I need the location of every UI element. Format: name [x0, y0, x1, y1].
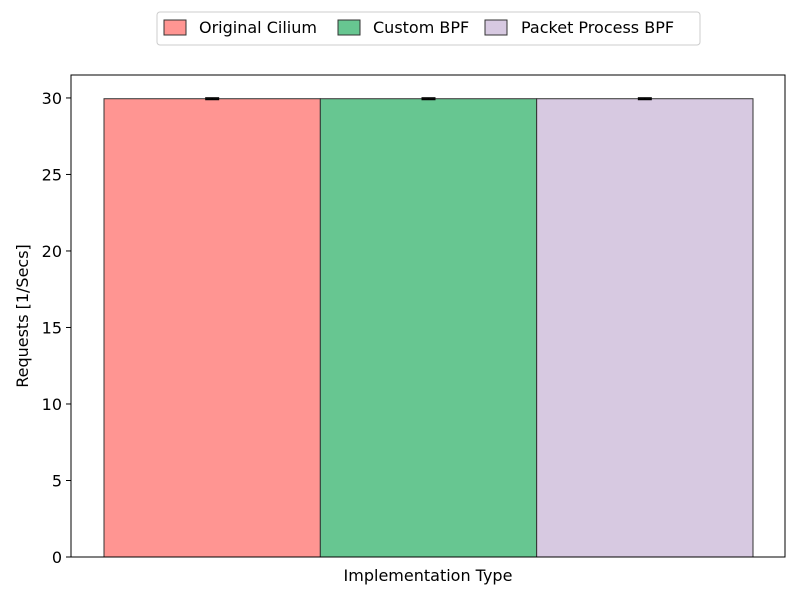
error-bars-group — [205, 97, 652, 101]
y-tick-label: 5 — [52, 471, 62, 490]
legend: Original Cilium Custom BPF Packet Process … — [156, 11, 701, 46]
y-tick-label: 25 — [42, 165, 62, 184]
legend-label: Original Cilium — [199, 18, 317, 37]
y-tick-label: 0 — [52, 548, 62, 567]
legend-label: Packet Process BPF — [521, 18, 674, 37]
plot-frame — [70, 74, 786, 558]
legend-swatch — [337, 19, 361, 36]
legend-swatch — [484, 19, 508, 36]
y-tick-label: 30 — [42, 89, 62, 108]
bar-packet-process-bpf — [536, 98, 754, 558]
y-tick-label: 20 — [42, 242, 62, 261]
legend-swatch — [163, 19, 187, 36]
x-axis-label: Implementation Type — [344, 566, 513, 585]
bars-group — [103, 98, 754, 558]
y-tick-label: 15 — [42, 318, 62, 337]
y-axis-label: Requests [1/Secs] — [13, 244, 32, 388]
y-axis: 0 5 10 15 20 25 30 — [42, 89, 71, 567]
y-tick-label: 10 — [42, 395, 62, 414]
legend-label: Custom BPF — [373, 18, 469, 37]
legend-frame — [156, 11, 701, 46]
bar-original-cilium — [103, 98, 321, 558]
bar-custom-bpf — [319, 98, 538, 558]
